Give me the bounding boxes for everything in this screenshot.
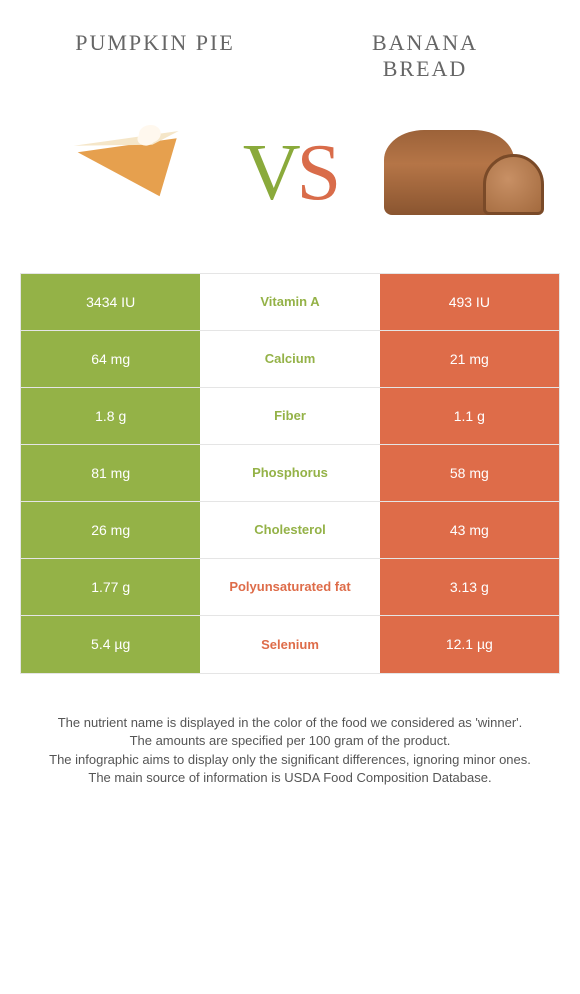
nutrient-name: Fiber	[200, 388, 379, 444]
right-value: 1.1 g	[380, 388, 559, 444]
right-value: 43 mg	[380, 502, 559, 558]
footnote-line: The amounts are specified per 100 gram o…	[20, 732, 560, 750]
nutrient-name: Vitamin A	[200, 274, 379, 330]
right-value: 12.1 µg	[380, 616, 559, 673]
title-left: Pumpkin Pie	[20, 30, 290, 56]
left-value: 26 mg	[21, 502, 200, 558]
left-value: 81 mg	[21, 445, 200, 501]
footnote-line: The main source of information is USDA F…	[20, 769, 560, 787]
vs-s: S	[297, 129, 338, 217]
banana-bread-icon	[337, 130, 560, 215]
table-row: 26 mgCholesterol43 mg	[21, 502, 559, 559]
table-row: 1.8 gFiber1.1 g	[21, 388, 559, 445]
table-row: 81 mgPhosphorus58 mg	[21, 445, 559, 502]
nutrition-table: 3434 IUVitamin A493 IU64 mgCalcium21 mg1…	[20, 273, 560, 674]
nutrient-name: Phosphorus	[200, 445, 379, 501]
left-value: 64 mg	[21, 331, 200, 387]
footnote-line: The infographic aims to display only the…	[20, 751, 560, 769]
title-right-line2: Bread	[383, 56, 468, 81]
table-row: 5.4 µgSelenium12.1 µg	[21, 616, 559, 673]
title-right-col: Banana Bread	[290, 30, 560, 83]
left-value: 1.77 g	[21, 559, 200, 615]
title-left-col: Pumpkin Pie	[20, 30, 290, 83]
nutrient-name: Polyunsaturated fat	[200, 559, 379, 615]
right-value: 21 mg	[380, 331, 559, 387]
nutrient-name: Cholesterol	[200, 502, 379, 558]
pumpkin-pie-icon	[20, 145, 243, 200]
hero-row: VS	[0, 93, 580, 273]
right-value: 3.13 g	[380, 559, 559, 615]
left-value: 3434 IU	[21, 274, 200, 330]
footnote-line: The nutrient name is displayed in the co…	[20, 714, 560, 732]
table-row: 1.77 gPolyunsaturated fat3.13 g	[21, 559, 559, 616]
vs-v: V	[243, 129, 297, 217]
right-value: 493 IU	[380, 274, 559, 330]
left-value: 5.4 µg	[21, 616, 200, 673]
table-row: 64 mgCalcium21 mg	[21, 331, 559, 388]
title-right: Banana Bread	[290, 30, 560, 83]
nutrient-name: Selenium	[200, 616, 379, 673]
title-right-line1: Banana	[372, 30, 478, 55]
nutrient-name: Calcium	[200, 331, 379, 387]
footnotes: The nutrient name is displayed in the co…	[0, 674, 580, 808]
left-value: 1.8 g	[21, 388, 200, 444]
table-row: 3434 IUVitamin A493 IU	[21, 274, 559, 331]
right-value: 58 mg	[380, 445, 559, 501]
titles-row: Pumpkin Pie Banana Bread	[0, 0, 580, 93]
vs-label: VS	[243, 133, 337, 213]
